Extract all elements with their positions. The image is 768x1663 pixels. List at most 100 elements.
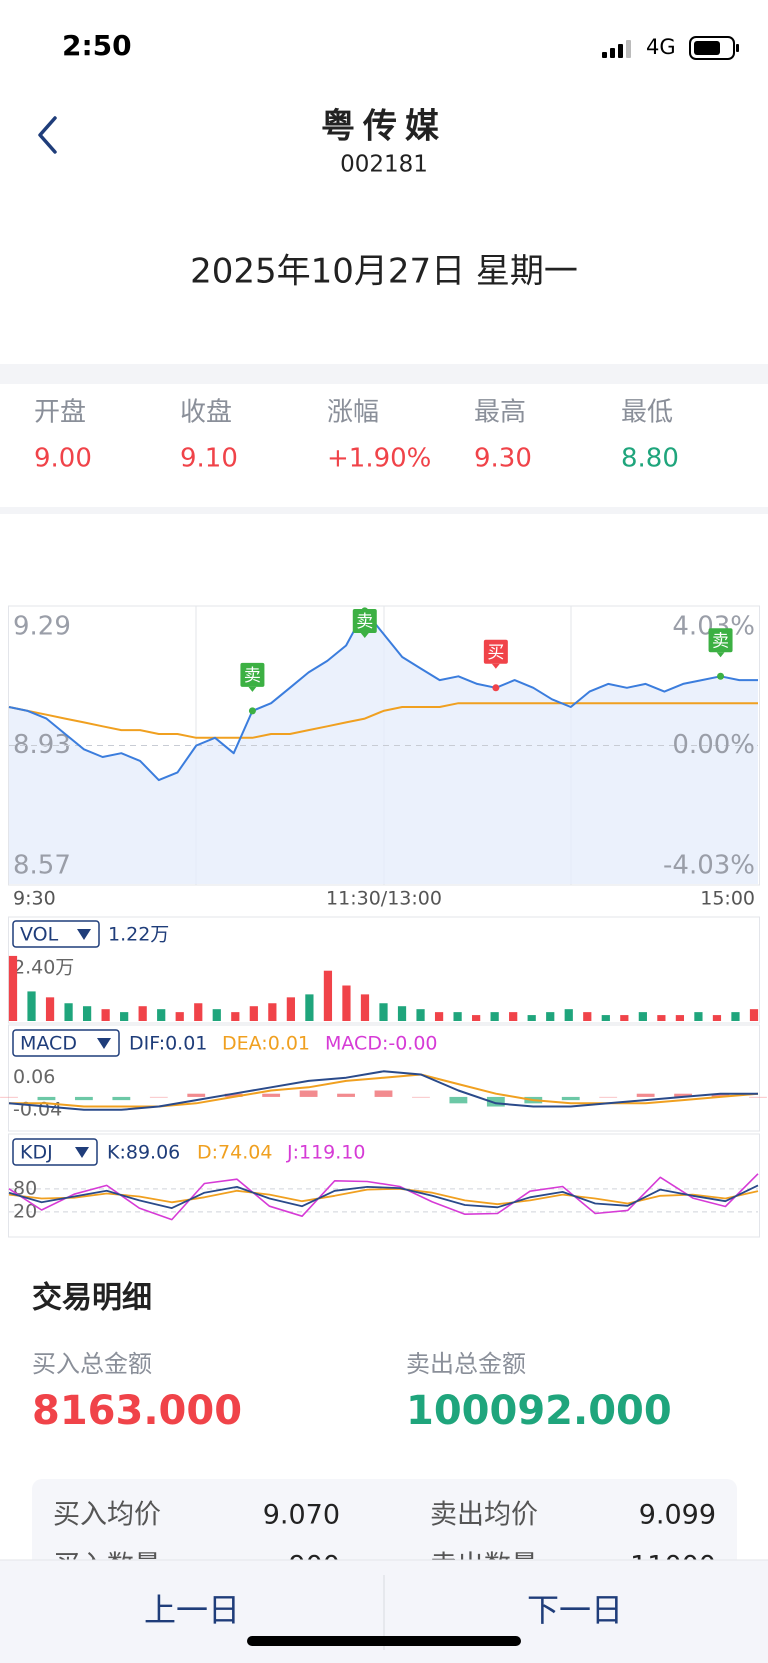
volume-bar xyxy=(416,1009,425,1021)
volume-bar xyxy=(286,997,295,1021)
indicator-selector[interactable] xyxy=(12,920,100,948)
volume-bar xyxy=(379,1003,388,1021)
quote-value: 9.30 xyxy=(474,444,532,474)
volume-bar xyxy=(342,985,351,1021)
volume-bar xyxy=(120,1012,129,1021)
home-indicator xyxy=(247,1636,521,1646)
volume-bar xyxy=(527,1015,536,1021)
macd-bar xyxy=(187,1093,206,1097)
volume-bar xyxy=(601,1015,610,1021)
stock-code: 002181 xyxy=(340,152,428,178)
macd-bar xyxy=(224,1093,243,1097)
signal-pointer xyxy=(491,663,500,669)
sell-total: 100092.000 xyxy=(406,1388,672,1434)
volume-chart: VOL 1.22万 2.40万 xyxy=(8,920,759,1021)
volume-bar xyxy=(231,1012,240,1021)
signal-icon xyxy=(602,40,631,58)
next-day-button[interactable]: 下一日 xyxy=(527,1591,623,1629)
volume-bar xyxy=(638,1012,647,1021)
buy-total: 8163.000 xyxy=(32,1388,242,1434)
volume-bar xyxy=(27,991,36,1021)
signal-label: 买 xyxy=(487,643,504,663)
status-time: 2:50 xyxy=(62,29,132,62)
indicator-selector[interactable] xyxy=(12,1138,98,1166)
macd-bar xyxy=(112,1096,131,1101)
signal-label: 卖 xyxy=(356,612,373,632)
volume-bar xyxy=(434,1012,444,1021)
signal-pointer xyxy=(716,652,725,658)
signal-dot xyxy=(492,684,500,692)
k-line xyxy=(8,1184,759,1209)
prev-day-button[interactable]: 上一日 xyxy=(144,1591,240,1629)
back-button[interactable] xyxy=(38,116,57,154)
x-tick-label: 11:30/13:00 xyxy=(326,888,442,910)
macd-label: MACD:-0.00 xyxy=(325,1033,438,1055)
volume-bar xyxy=(360,994,370,1021)
volume-bar xyxy=(694,1012,703,1021)
macd-bar xyxy=(262,1093,281,1097)
volume-bar xyxy=(657,1015,666,1021)
indicator-selector[interactable] xyxy=(12,1029,120,1057)
signal-tag xyxy=(483,639,508,664)
vol-frame xyxy=(8,916,760,1024)
macd-bar xyxy=(449,1096,468,1104)
stock-name: 粤传媒 xyxy=(321,107,447,147)
signal-tag xyxy=(352,609,377,633)
volume-bar xyxy=(564,1009,573,1021)
indicator-name: KDJ xyxy=(20,1142,53,1164)
volume-bar xyxy=(583,1012,592,1021)
signal-pointer xyxy=(360,633,369,638)
detail-label: 卖出均价 xyxy=(430,1500,538,1531)
y-tick-label: 2.40万 xyxy=(13,957,74,979)
section-title: 交易明细 xyxy=(32,1281,152,1316)
separator xyxy=(0,507,768,514)
volume-bar xyxy=(212,1009,221,1021)
signal-dot xyxy=(248,707,256,715)
volume-current: 1.22万 xyxy=(108,924,169,946)
price-area xyxy=(9,610,758,884)
price-chart: 8.578.939.29-4.03%0.00%4.03%9:30 11:30/13… xyxy=(8,607,758,910)
price-line xyxy=(8,609,758,782)
y-tick-label: 20 xyxy=(13,1200,37,1222)
macd-bar xyxy=(299,1090,318,1097)
volume-bar xyxy=(45,997,55,1021)
signal-dot xyxy=(717,672,725,680)
kdj-frame xyxy=(8,1133,760,1238)
dif-line xyxy=(8,1070,758,1111)
macd-bar xyxy=(674,1093,693,1097)
y-tick-label: 8.57 xyxy=(13,851,71,881)
macd-bar xyxy=(636,1093,655,1097)
volume-bar xyxy=(397,1006,407,1021)
detail-value: 9.099 xyxy=(639,1500,716,1531)
macd-frame xyxy=(8,1024,760,1132)
indicator-name: MACD xyxy=(20,1033,77,1055)
macd-bar xyxy=(149,1096,168,1098)
y2-tick-label: 0.00% xyxy=(672,730,755,760)
average-line xyxy=(8,702,758,739)
macd-bar xyxy=(749,1096,767,1098)
volume-bar xyxy=(138,1006,147,1021)
indicator-name: VOL xyxy=(20,924,59,946)
volume-bar xyxy=(712,1015,722,1021)
dropdown-arrow xyxy=(75,1147,89,1158)
signal-tag xyxy=(240,662,265,687)
network-label: 4G xyxy=(646,35,676,59)
signal-label: 卖 xyxy=(244,666,261,686)
y-tick-label: 80 xyxy=(13,1177,37,1199)
quote-label: 收盘 xyxy=(180,398,232,428)
dea-label: DEA:0.01 xyxy=(222,1033,310,1055)
j-line xyxy=(8,1173,759,1221)
volume-bar xyxy=(101,1009,110,1021)
d-label: D:74.04 xyxy=(197,1142,272,1164)
volume-bar xyxy=(509,1012,518,1021)
y-tick-label: -0.04 xyxy=(13,1098,62,1120)
volume-bar xyxy=(82,1006,92,1021)
volume-bar xyxy=(453,1012,462,1021)
dropdown-arrow xyxy=(77,929,91,940)
volume-bar xyxy=(268,1003,277,1021)
macd-bar xyxy=(337,1093,355,1097)
